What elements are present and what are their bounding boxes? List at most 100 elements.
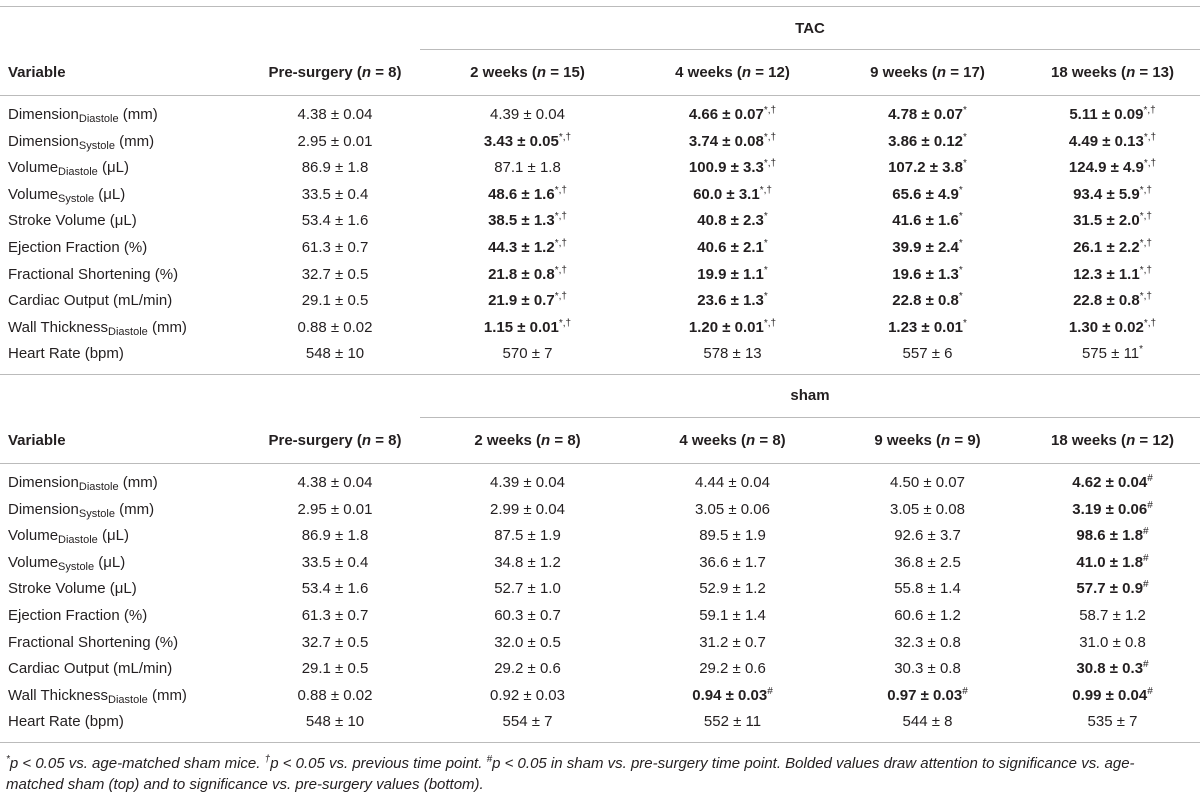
- variable-cell: Wall ThicknessDiastole (mm): [0, 315, 250, 342]
- variable-cell: Fractional Shortening (%): [0, 630, 250, 657]
- variable-name: Cardiac Output (mL/min): [8, 292, 173, 310]
- footnote: *p < 0.05 vs. age-matched sham mice. †p …: [6, 753, 1192, 795]
- variable-subscript: Diastole: [78, 113, 119, 125]
- header-text: = 17): [946, 64, 985, 81]
- header-text: = 12): [751, 64, 790, 81]
- data-row: VolumeDiastole (μL) 86.9 ± 1.8 87.5 ± 1.9 8…: [0, 523, 1200, 550]
- value-cell: 3.05 ± 0.06: [635, 497, 830, 524]
- value-cell: 36.8 ± 2.5: [830, 550, 1025, 577]
- variable-name: Dimension: [8, 473, 79, 491]
- value-cell: 4.50 ± 0.07: [830, 463, 1025, 496]
- variable-name: Fractional Shortening (%): [8, 265, 179, 283]
- value: 29.2 ± 0.6: [699, 660, 766, 678]
- significance-mark: #: [1147, 685, 1153, 697]
- variable-cell: VolumeSystole (μL): [0, 550, 250, 577]
- value: 0.94 ± 0.03: [692, 686, 768, 704]
- value-cell: 33.5 ± 0.4: [250, 550, 420, 577]
- column-header: Variable: [0, 49, 250, 96]
- header-text: Variable: [8, 431, 66, 449]
- column-header: 2 weeks (n = 8): [420, 417, 635, 464]
- value-cell: 4.78 ± 0.07*: [830, 96, 1025, 129]
- variable-cell: Cardiac Output (mL/min): [0, 288, 250, 315]
- footnote-mark: #: [486, 753, 493, 765]
- variable-subscript: Systole: [78, 139, 115, 152]
- variable-cell: Wall ThicknessDiastole (mm): [0, 683, 250, 710]
- value-cell: 124.9 ± 4.9*,†: [1025, 155, 1200, 182]
- value: 4.49 ± 0.13: [1068, 132, 1144, 150]
- value: 21.9 ± 0.7: [488, 292, 555, 310]
- data-row: Fractional Shortening (%) 32.7 ± 0.5 32.0 …: [0, 630, 1200, 657]
- value: 31.2 ± 0.7: [699, 633, 766, 651]
- value-cell: 548 ± 10: [250, 341, 420, 375]
- header-italic: n: [741, 64, 752, 81]
- value: 3.05 ± 0.08: [890, 500, 965, 518]
- header-text: 2 weeks (: [474, 431, 542, 449]
- variable-name: Ejection Fraction (%): [8, 606, 148, 624]
- value: 2.95 ± 0.01: [297, 132, 373, 150]
- significance-mark: *,†: [1143, 105, 1156, 116]
- variable-subscript: Diastole: [108, 325, 148, 338]
- group-row: TAC: [0, 6, 1200, 50]
- significance-mark: *: [963, 131, 967, 143]
- header-italic: n: [936, 64, 947, 81]
- header-text: 4 weeks (: [675, 64, 742, 81]
- value-cell: 36.6 ± 1.7: [635, 550, 830, 577]
- value: 32.7 ± 0.5: [301, 265, 369, 283]
- data-row: Wall ThicknessDiastole (mm) 0.88 ± 0.02 0.…: [0, 683, 1200, 710]
- significance-mark: *,†: [1143, 131, 1157, 143]
- significance-mark: *: [1139, 344, 1144, 356]
- value: 52.7 ± 1.0: [494, 580, 561, 598]
- significance-mark: *,†: [554, 291, 567, 303]
- variable-subscript: Systole: [58, 560, 95, 573]
- value-cell: 86.9 ± 1.8: [250, 155, 420, 182]
- significance-mark: *,†: [1139, 237, 1152, 249]
- data-row: DimensionSystole (mm) 2.95 ± 0.01 3.43 ± 0…: [0, 129, 1200, 156]
- header-italic: n: [746, 431, 756, 449]
- header-text: 18 weeks (: [1051, 431, 1127, 449]
- value: 548 ± 10: [305, 713, 365, 731]
- value: 38.5 ± 1.3: [488, 212, 555, 230]
- value-cell: 38.5 ± 1.3*,†: [420, 208, 635, 235]
- value-cell: 98.6 ± 1.8#: [1025, 523, 1200, 550]
- data-row: VolumeSystole (μL) 33.5 ± 0.4 34.8 ± 1.2 36…: [0, 550, 1200, 577]
- value-cell: 89.5 ± 1.9: [635, 523, 830, 550]
- variable-name: Stroke Volume (μL): [8, 580, 137, 598]
- value-cell: 60.0 ± 3.1*,†: [635, 182, 830, 209]
- value-cell: 31.5 ± 2.0*,†: [1025, 208, 1200, 235]
- significance-mark: *,†: [558, 317, 572, 329]
- variable-unit: (μL): [94, 185, 126, 203]
- value-cell: 0.97 ± 0.03#: [830, 683, 1025, 710]
- value-cell: 554 ± 7: [420, 709, 635, 743]
- value: 33.5 ± 0.4: [301, 553, 369, 571]
- value: 1.23 ± 0.01: [888, 318, 964, 336]
- empty-cell: [0, 374, 420, 417]
- header-text: Pre-surgery (: [268, 431, 362, 449]
- value: 2.99 ± 0.04: [490, 500, 565, 518]
- significance-mark: *: [958, 211, 963, 223]
- value: 26.1 ± 2.2: [1073, 238, 1140, 256]
- variable-name: Fractional Shortening (%): [8, 633, 179, 651]
- variable-subscript: Systole: [78, 507, 115, 520]
- header-italic: n: [941, 431, 951, 449]
- footnote-mark: †: [264, 753, 271, 765]
- value-cell: 58.7 ± 1.2: [1025, 603, 1200, 630]
- group-header: TAC: [420, 6, 1200, 50]
- significance-mark: #: [1147, 472, 1153, 484]
- value-cell: 2.95 ± 0.01: [250, 497, 420, 524]
- value: 33.5 ± 0.4: [301, 185, 369, 203]
- value-cell: 61.3 ± 0.7: [250, 235, 420, 262]
- data-table: TAC Variable Pre-surgery (n = 8) 2 weeks (n…: [0, 6, 1200, 743]
- value: 3.74 ± 0.08: [688, 132, 764, 150]
- group-row: sham: [0, 374, 1200, 418]
- header-italic: n: [361, 63, 372, 81]
- value-cell: 0.92 ± 0.03: [420, 683, 635, 710]
- variable-name: Dimension: [8, 500, 79, 518]
- data-row: VolumeDiastole (μL) 86.9 ± 1.8 87.1 ± 1.8 1…: [0, 155, 1200, 182]
- significance-mark: *,†: [763, 158, 777, 170]
- value: 100.9 ± 3.3: [688, 159, 764, 177]
- value: 61.3 ± 0.7: [301, 238, 369, 256]
- value-cell: 52.7 ± 1.0: [420, 576, 635, 603]
- value: 19.9 ± 1.1: [697, 265, 764, 283]
- value: 1.15 ± 0.01: [483, 318, 559, 336]
- value: 61.3 ± 0.7: [301, 606, 369, 624]
